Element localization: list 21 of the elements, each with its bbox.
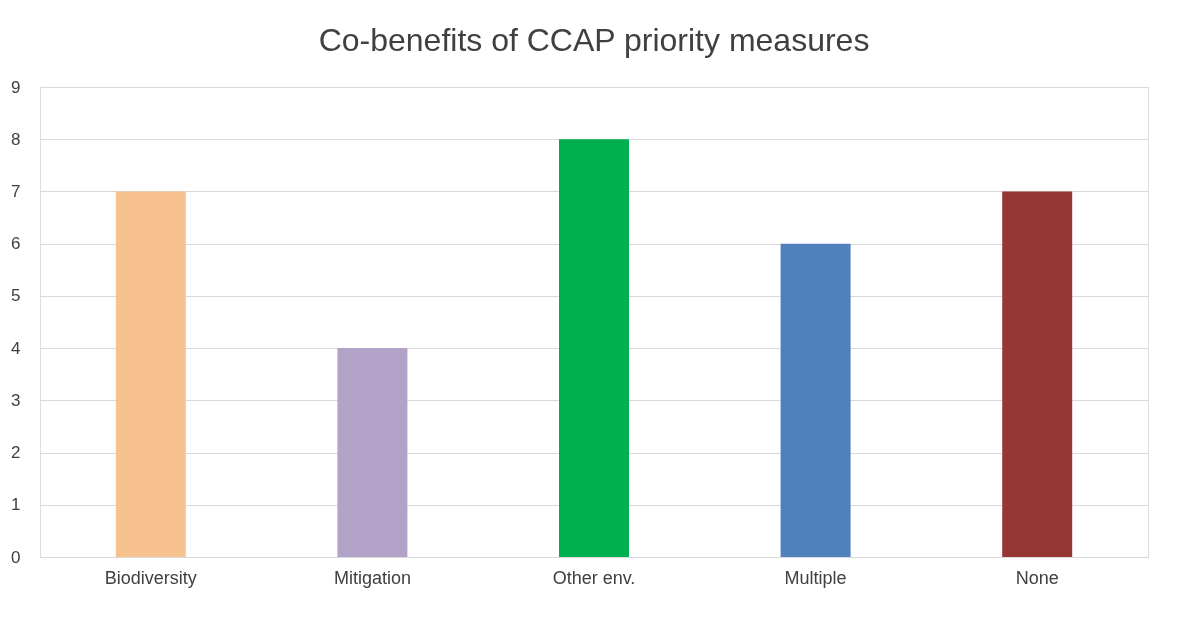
x-tick-label: Multiple <box>784 567 847 588</box>
bar <box>559 139 629 557</box>
x-tick-label: Biodiversity <box>104 567 197 588</box>
bar <box>1002 191 1073 557</box>
y-tick-label: 6 <box>11 234 21 254</box>
y-tick-label: 5 <box>11 286 21 306</box>
y-tick-label: 3 <box>11 390 21 410</box>
bar <box>115 191 186 557</box>
y-tick-label: 1 <box>11 495 21 515</box>
y-tick-label: 4 <box>11 338 21 358</box>
y-tick-label: 0 <box>11 547 21 567</box>
chart-title: Co-benefits of CCAP priority measures <box>318 22 870 58</box>
y-tick-label: 9 <box>11 77 21 97</box>
y-tick-label: 2 <box>11 443 21 463</box>
y-tick-label: 7 <box>11 181 21 201</box>
y-tick-label: 8 <box>11 129 21 149</box>
bar <box>337 348 408 557</box>
x-tick-label: None <box>1015 567 1059 588</box>
x-tick-label: Mitigation <box>333 567 411 588</box>
bar <box>780 243 851 557</box>
x-tick-label: Other env. <box>552 567 636 588</box>
